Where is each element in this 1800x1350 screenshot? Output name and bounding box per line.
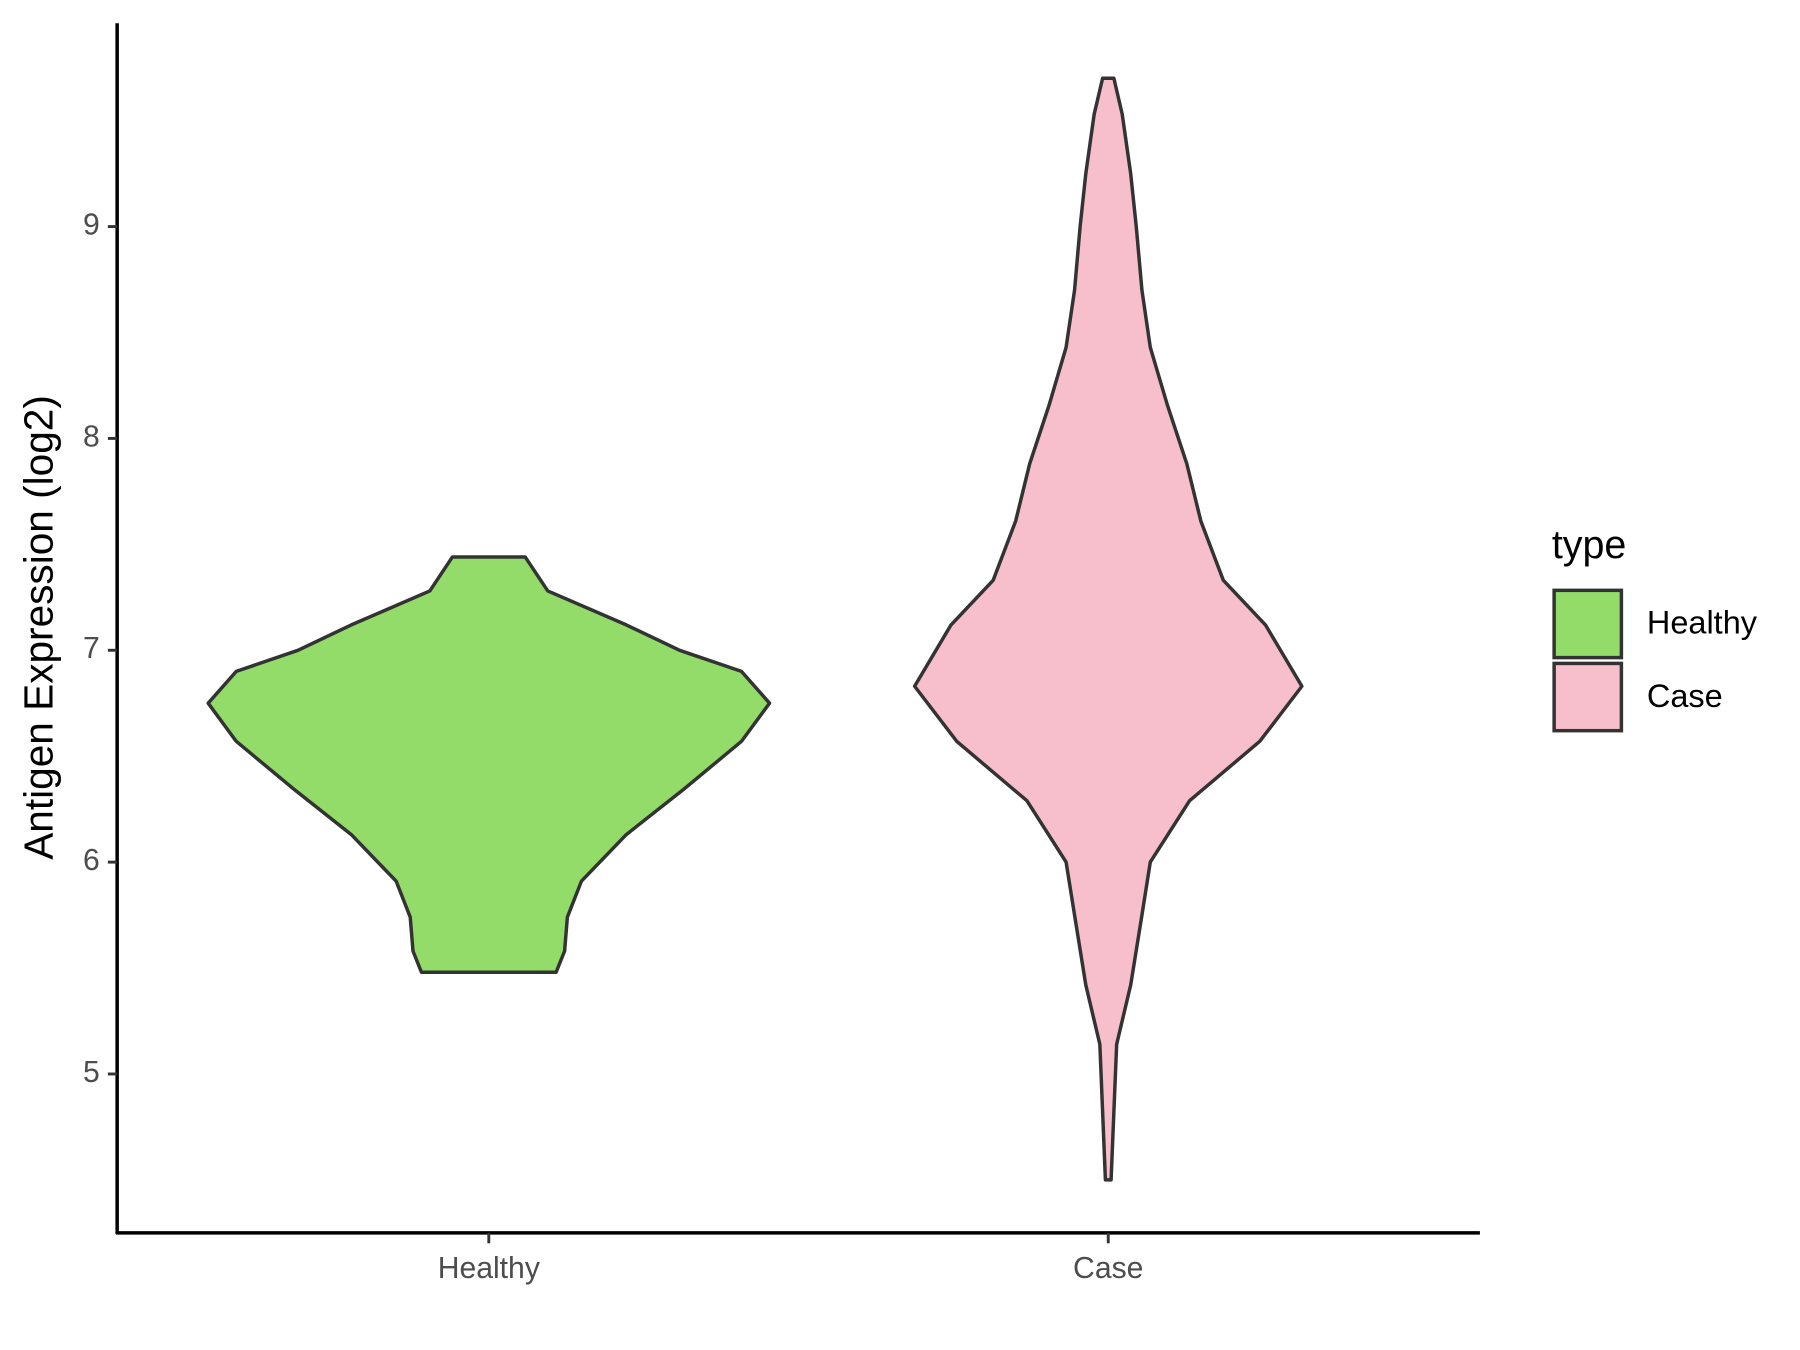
y-tick-label: 5: [83, 1056, 100, 1089]
y-tick-label: 9: [83, 209, 100, 242]
violin: [206, 555, 772, 975]
plot: Antigen Expression (log2) type 5 6 7 8 9 Heal…: [15, 23, 1758, 1285]
y-axis-label: Antigen Expression (log2): [15, 395, 61, 860]
y-tick-label: 8: [83, 420, 100, 453]
y-tick-label: 6: [83, 844, 100, 877]
violin: [912, 76, 1304, 1182]
x-tick-label: Healthy: [438, 1252, 541, 1285]
y-tick-label: 7: [83, 632, 100, 665]
legend-label: Healthy: [1647, 605, 1758, 641]
legend-title: type: [1552, 523, 1627, 567]
legend-key: [1552, 661, 1624, 733]
legend-key: [1552, 588, 1624, 660]
x-tick-label: Case: [1073, 1252, 1143, 1285]
legend-label: Case: [1647, 678, 1723, 714]
